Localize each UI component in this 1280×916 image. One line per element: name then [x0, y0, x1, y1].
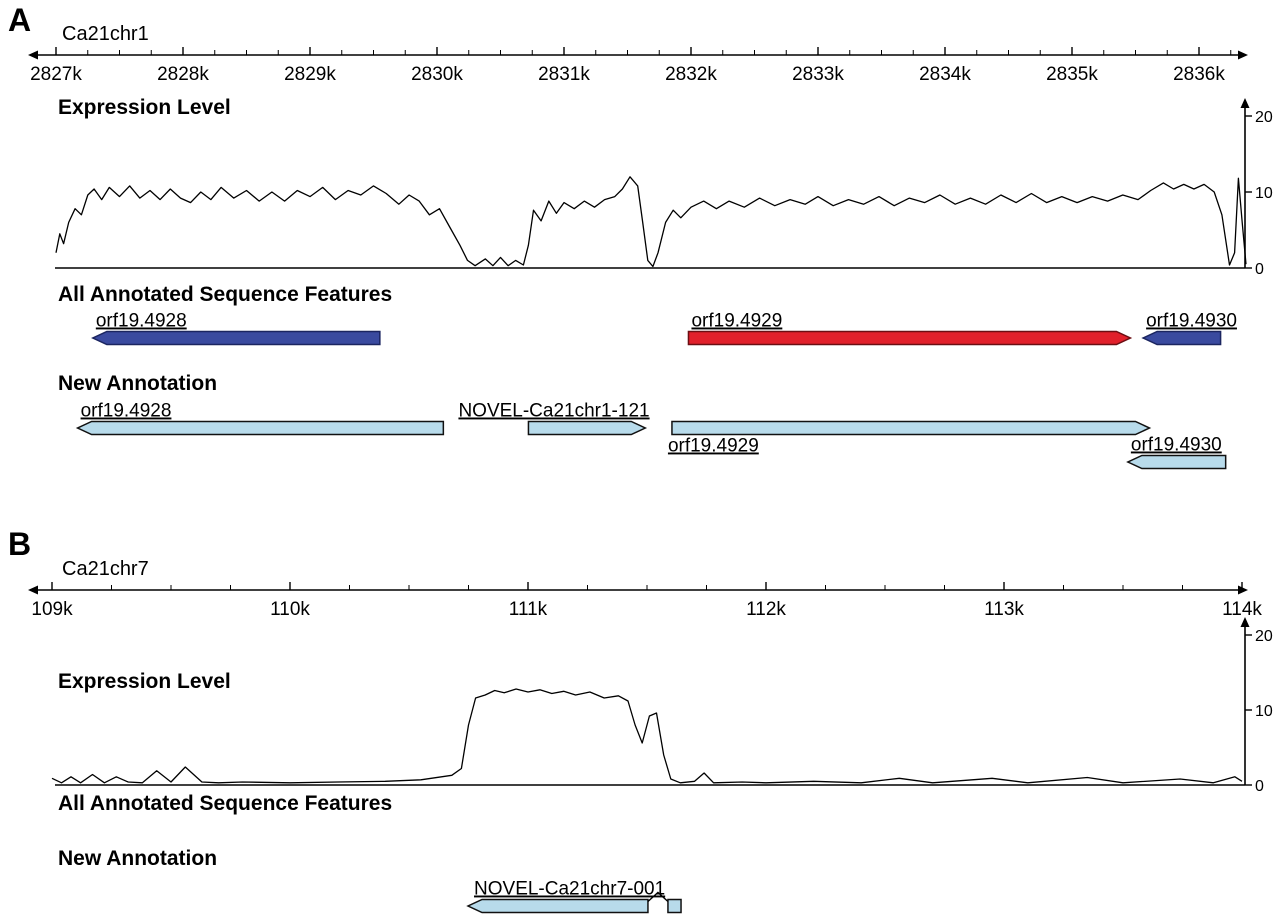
ruler-tick-label: 112k	[746, 599, 786, 620]
feature-label: NOVEL-Ca21chr1-121	[458, 401, 649, 422]
feature-label: orf19.4929	[668, 436, 759, 457]
ruler-tick-label: 2832k	[665, 64, 717, 85]
feature-arrow	[466, 898, 649, 914]
panel-a-label: A	[8, 2, 32, 38]
feature-label: orf19.4928	[96, 311, 187, 332]
feature-arrow	[75, 420, 445, 436]
feature-arrow	[527, 420, 648, 436]
panel-a: 2827k 2828k 2829k 2830k 2831k 2832k 2833k 2834k…	[28, 47, 1273, 470]
expression-y-tick-label: 10	[1255, 185, 1273, 202]
expression-y-axis-arrowhead-icon	[1240, 617, 1250, 627]
expression-y-axis-arrowhead-icon	[1240, 98, 1250, 108]
feature-arrow	[687, 330, 1133, 346]
ruler-tick-label: 109k	[31, 599, 73, 620]
panel-b-chromosome-title: Ca21chr7	[62, 558, 149, 580]
feature-label: orf19.4930	[1131, 435, 1222, 456]
panel-a-chromosome-title: Ca21chr1	[62, 23, 149, 45]
ruler-tick-label: 113k	[984, 599, 1024, 620]
panel-b-expression-heading: Expression Level	[58, 670, 231, 693]
ruler-tick-label: 2833k	[792, 64, 844, 85]
ruler-tick-label: 111k	[509, 599, 548, 620]
expression-curve	[55, 176, 1247, 268]
ruler-tick-label: 2828k	[157, 64, 209, 85]
panel-a-expression-heading: Expression Level	[58, 96, 231, 119]
feature-label: orf19.4928	[81, 401, 172, 422]
feature-arrow	[1126, 454, 1227, 470]
feature-intron	[647, 891, 669, 903]
ruler-tick-label: 2834k	[919, 64, 971, 85]
feature-label: NOVEL-Ca21chr7-001	[474, 879, 665, 900]
ruler-right-arrowhead-icon	[1238, 50, 1248, 60]
ruler-tick-label: 2836k	[1173, 64, 1225, 85]
ruler-tick-label: 114k	[1222, 599, 1262, 620]
expression-curve	[51, 688, 1243, 784]
ruler-left-arrowhead-icon	[28, 585, 38, 595]
panel-b: 109k 110k 111k 112k 113k 114k 0 10 20 NOVEL-Ca21c…	[28, 582, 1273, 914]
ruler-right-arrowhead-icon	[1238, 585, 1248, 595]
panel-b-new-annotation-heading: New Annotation	[58, 847, 218, 870]
feature-label: orf19.4929	[691, 311, 782, 332]
feature-arrow	[671, 420, 1152, 436]
feature-arrow	[91, 330, 381, 346]
ruler-tick-label: 2829k	[284, 64, 336, 85]
feature-arrow	[1141, 330, 1222, 346]
ruler-tick-label: 2835k	[1046, 64, 1098, 85]
panel-b-label: B	[8, 526, 32, 562]
ruler-tick-label: 2831k	[538, 64, 590, 85]
ruler-tick-label: 2830k	[411, 64, 463, 85]
ruler-tick-label: 110k	[270, 599, 310, 620]
expression-y-tick-label: 0	[1255, 261, 1264, 278]
panel-a-new-annotation-heading: New Annotation	[58, 372, 218, 395]
ruler-tick-label: 2827k	[30, 64, 82, 85]
feature-exon	[667, 898, 682, 914]
ruler-left-arrowhead-icon	[28, 50, 38, 60]
feature-label: orf19.4930	[1146, 311, 1237, 332]
expression-y-tick-label: 0	[1255, 778, 1264, 795]
panel-b-annotated-features-heading: All Annotated Sequence Features	[58, 792, 393, 815]
expression-y-tick-label: 10	[1255, 703, 1273, 720]
expression-y-tick-label: 20	[1255, 109, 1273, 126]
panel-a-annotated-features-heading: All Annotated Sequence Features	[58, 283, 393, 306]
expression-y-tick-label: 20	[1255, 628, 1273, 645]
